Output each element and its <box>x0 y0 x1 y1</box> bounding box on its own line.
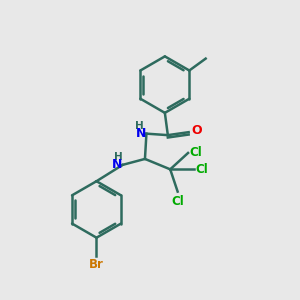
Text: H: H <box>114 152 123 162</box>
Text: Br: Br <box>89 259 104 272</box>
Text: H: H <box>135 121 144 131</box>
Text: Cl: Cl <box>190 146 202 160</box>
Text: O: O <box>192 124 202 137</box>
Text: N: N <box>112 158 123 171</box>
Text: Cl: Cl <box>196 163 208 176</box>
Text: N: N <box>136 127 146 140</box>
Text: Cl: Cl <box>171 195 184 208</box>
